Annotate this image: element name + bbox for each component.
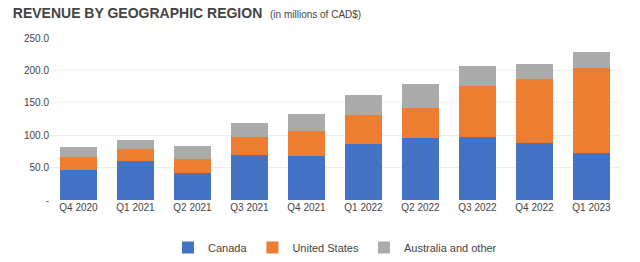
svg-text:-: - [46,195,49,206]
svg-text:100.0: 100.0 [24,130,49,141]
svg-text:Q3 2022: Q3 2022 [458,202,497,213]
svg-text:Q2 2021: Q2 2021 [173,202,212,213]
svg-text:250.0: 250.0 [24,33,49,44]
svg-text:Canada: Canada [208,242,247,254]
svg-text:Q4 2020: Q4 2020 [59,202,98,213]
svg-text:Q4 2022: Q4 2022 [515,202,554,213]
svg-text:200.0: 200.0 [24,65,49,76]
svg-text:Q4 2021: Q4 2021 [287,202,326,213]
svg-text:Q1 2021: Q1 2021 [116,202,155,213]
svg-text:150.0: 150.0 [24,97,49,108]
svg-text:Q3 2021: Q3 2021 [230,202,269,213]
svg-text:Q1 2023: Q1 2023 [572,202,611,213]
svg-text:50.0: 50.0 [30,162,50,173]
svg-text:Q2 2022: Q2 2022 [401,202,440,213]
svg-text:United States: United States [292,242,359,254]
svg-text:Australia and other: Australia and other [404,242,497,254]
svg-text:REVENUE BY GEOGRAPHIC REGION: REVENUE BY GEOGRAPHIC REGION (in million… [13,5,361,21]
svg-text:Q1 2022: Q1 2022 [344,202,383,213]
